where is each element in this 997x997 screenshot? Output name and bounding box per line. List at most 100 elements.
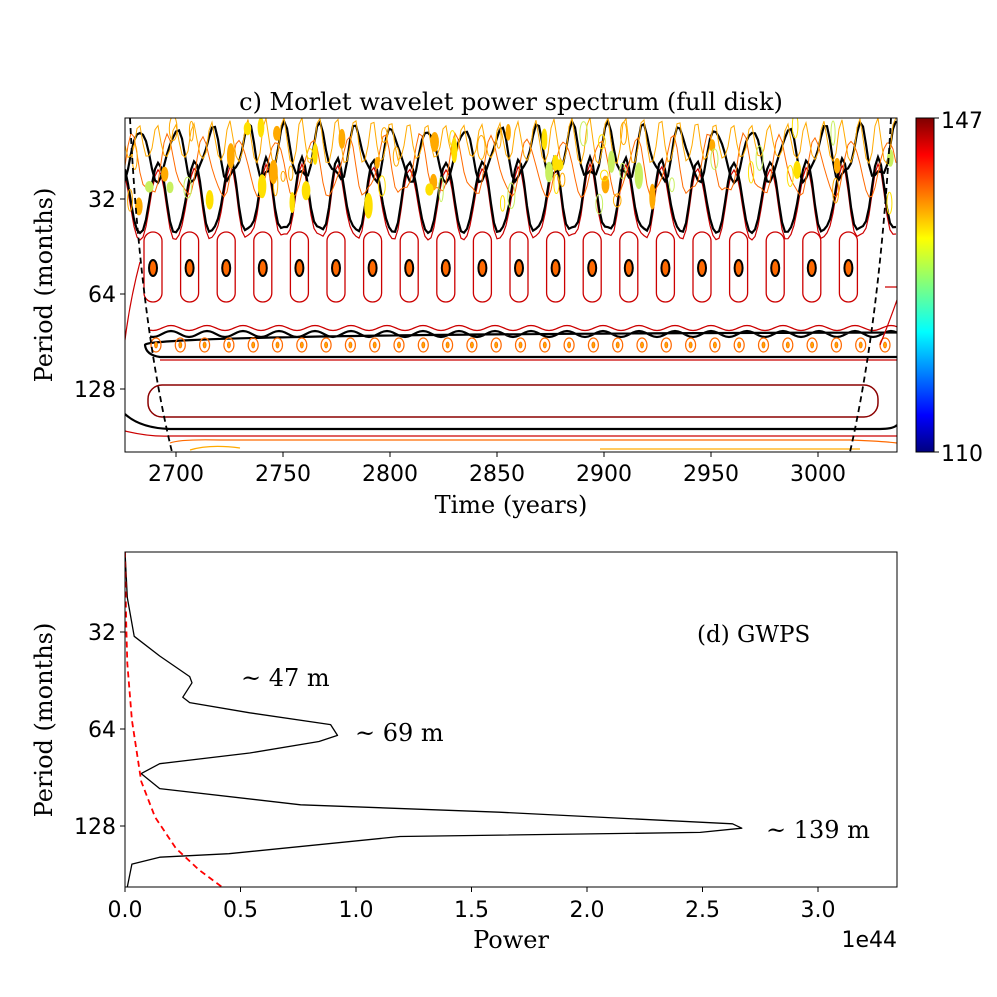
contour-core bbox=[275, 341, 280, 349]
contour-core bbox=[148, 259, 158, 277]
contour-finger bbox=[143, 231, 163, 303]
contour-core bbox=[615, 341, 620, 349]
gwps-panel: 0.0 0.5 1.0 1.5 2.0 2.5 3.0 32 64 128 (d) GWPS ~ … bbox=[30, 551, 898, 954]
annotation-69m: ~ 69 m bbox=[355, 719, 444, 747]
contour-core bbox=[733, 259, 744, 277]
contour-blob bbox=[438, 176, 444, 203]
contour-blob bbox=[495, 127, 502, 149]
contour-ring bbox=[830, 337, 843, 353]
wavelet-axes-frame bbox=[124, 117, 898, 453]
contour-blob bbox=[280, 170, 286, 182]
contour-core bbox=[688, 341, 693, 349]
contour-loop bbox=[147, 384, 879, 418]
contour-core bbox=[348, 341, 353, 349]
x-tick-label: 0.5 bbox=[223, 898, 258, 923]
x-tick-label: 2850 bbox=[469, 462, 525, 487]
contour-blob bbox=[612, 193, 622, 208]
contour-ring bbox=[174, 337, 186, 353]
y-tick-label: 64 bbox=[88, 283, 116, 308]
contour-ring bbox=[514, 337, 527, 353]
contour-line bbox=[149, 324, 897, 332]
contour-blob bbox=[595, 193, 604, 215]
contour-ring bbox=[223, 337, 235, 353]
contour-ring bbox=[393, 337, 405, 353]
contour-finger bbox=[728, 231, 749, 303]
contour-core bbox=[331, 259, 341, 277]
contour-finger bbox=[619, 231, 639, 303]
contour-blob bbox=[135, 197, 143, 216]
contour-blob bbox=[601, 175, 610, 194]
contour-core bbox=[494, 341, 499, 349]
gwps-curve bbox=[125, 552, 743, 887]
contour-ring bbox=[709, 337, 721, 353]
contour-finger bbox=[765, 231, 785, 303]
wavelet-panel: c) Morlet wavelet power spectrum (full d… bbox=[30, 88, 983, 519]
contour-core bbox=[550, 259, 561, 277]
contour-blob bbox=[553, 174, 560, 194]
contour-core bbox=[810, 341, 814, 349]
contour-ring bbox=[417, 337, 429, 353]
wavelet-xlabel: Time (years) bbox=[435, 491, 588, 519]
contour-ring bbox=[806, 337, 818, 353]
contour-core bbox=[834, 341, 839, 349]
contour-blob bbox=[668, 177, 675, 193]
x-tick-label: 2900 bbox=[576, 462, 632, 487]
contour-blob bbox=[374, 157, 380, 169]
contour-finger bbox=[362, 231, 383, 303]
contour-blob bbox=[786, 164, 794, 187]
contour-core bbox=[518, 341, 523, 349]
contour-blob bbox=[425, 183, 434, 196]
contour-core bbox=[154, 341, 158, 349]
contour-core bbox=[591, 341, 596, 349]
x-tick-label: 3000 bbox=[790, 462, 846, 487]
contour-ring bbox=[466, 337, 478, 353]
contour-blob bbox=[833, 157, 841, 174]
contour-blob bbox=[649, 183, 656, 210]
contour-core bbox=[785, 341, 790, 349]
contour-core bbox=[664, 341, 669, 349]
x-tick-label: 2950 bbox=[683, 462, 739, 487]
contour-finger bbox=[216, 231, 236, 303]
contour-blob bbox=[559, 172, 566, 187]
contour-core bbox=[404, 259, 415, 277]
gwps-xlabel: Power bbox=[473, 926, 549, 954]
contour-line bbox=[143, 329, 897, 359]
y-tick-label: 64 bbox=[88, 718, 116, 743]
contour-finger bbox=[655, 231, 676, 303]
contour-ring bbox=[612, 337, 624, 353]
contour-ring bbox=[199, 337, 211, 353]
contour-core bbox=[324, 341, 329, 349]
contour-blob bbox=[634, 162, 644, 190]
contour-blob bbox=[243, 121, 252, 136]
contour-ring bbox=[442, 337, 454, 353]
colorbar-max-label: 147 bbox=[941, 109, 983, 134]
contour-finger bbox=[802, 231, 822, 303]
contour-blob bbox=[541, 128, 548, 151]
contour-core bbox=[251, 341, 256, 349]
x-tick-label: 2800 bbox=[362, 462, 418, 487]
contour-ring bbox=[271, 337, 284, 353]
contour-core bbox=[858, 341, 863, 349]
contour-line bbox=[125, 131, 897, 199]
contour-core bbox=[445, 341, 450, 349]
contour-core bbox=[299, 341, 304, 349]
contour-ring bbox=[733, 337, 745, 353]
contour-finger bbox=[436, 231, 456, 303]
contour-core bbox=[761, 341, 766, 349]
contour-core bbox=[697, 259, 707, 277]
contour-core bbox=[184, 259, 195, 277]
contour-core bbox=[469, 341, 474, 349]
contour-core bbox=[770, 259, 781, 277]
contour-ring bbox=[296, 337, 308, 353]
contour-line bbox=[125, 162, 897, 241]
gwps-lines bbox=[125, 552, 743, 887]
contour-blob bbox=[619, 162, 626, 180]
contour-blob bbox=[306, 148, 314, 160]
contour-blob bbox=[257, 118, 265, 138]
contour-blob bbox=[477, 134, 486, 160]
y-tick-label: 32 bbox=[88, 188, 116, 213]
contour-line bbox=[169, 439, 897, 444]
contour-finger bbox=[838, 231, 859, 303]
contour-blob bbox=[600, 169, 609, 182]
contour-blob bbox=[505, 124, 511, 141]
